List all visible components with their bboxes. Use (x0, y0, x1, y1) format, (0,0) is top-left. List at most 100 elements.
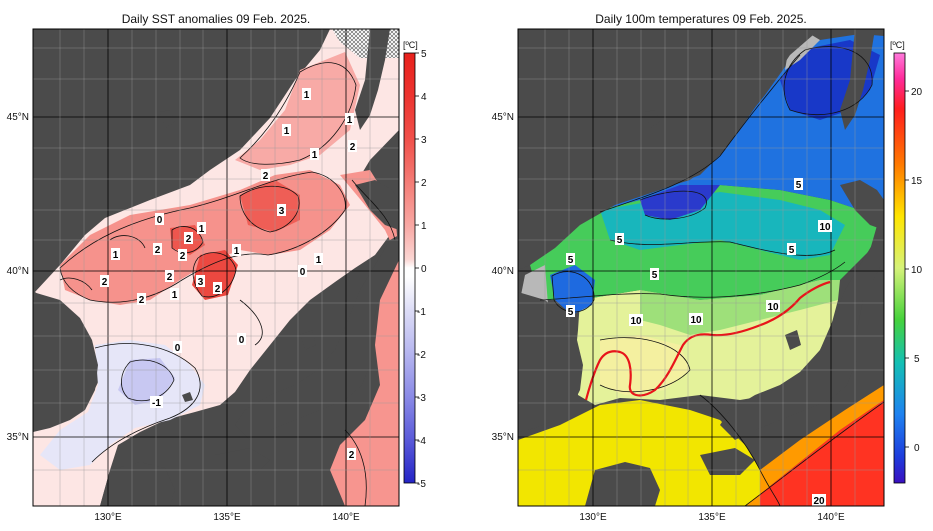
svg-text:2: 2 (180, 251, 186, 262)
right-colorbar: [ºC] 20 15 10 5 0 (890, 40, 923, 484)
right-land-island-nw (645, 110, 660, 128)
contour-label: 1 (345, 113, 354, 126)
right-xtick-140: 140°E (817, 512, 845, 523)
left-xtick-140: 140°E (332, 512, 360, 523)
svg-text:10: 10 (690, 315, 702, 326)
right-colorbar-unit: [ºC] (890, 40, 905, 50)
svg-text:0: 0 (157, 215, 163, 226)
svg-text:1: 1 (316, 255, 322, 266)
svg-text:2: 2 (350, 142, 356, 153)
right-kuroshio-orange (745, 385, 884, 506)
contour-label: 2 (261, 169, 270, 182)
colorbar-tick: 15 (911, 176, 923, 187)
right-graticule (518, 29, 884, 506)
left-xtick-135: 135°E (213, 512, 241, 523)
right-land-hokkaido-tip (840, 180, 884, 230)
colorbar-tick: -1 (417, 307, 426, 318)
colorbar-tick: -4 (417, 436, 426, 447)
left-land-island-nw (160, 110, 175, 128)
colorbar-tick: 0 (421, 264, 427, 275)
colorbar-tick: -5 (417, 479, 426, 490)
right-ytick-40: 40°N (492, 266, 514, 277)
svg-text:2: 2 (102, 277, 108, 288)
left-colorbar-unit: [ºC] (403, 40, 418, 50)
svg-text:5: 5 (617, 235, 623, 246)
left-cool-core (118, 358, 175, 405)
svg-text:2: 2 (167, 272, 173, 283)
left-land-hokkaido-tip (355, 180, 399, 230)
right-land-sado (785, 330, 801, 350)
colorbar-tick: 2 (421, 178, 427, 189)
contour-label: 20 (812, 494, 826, 507)
contour-label: 1 (302, 88, 311, 101)
left-ytick-45: 45°N (7, 112, 29, 123)
colorbar-tick: 1 (421, 221, 427, 232)
contour-label: 2 (178, 249, 187, 262)
svg-text:1: 1 (304, 90, 310, 101)
svg-text:10: 10 (630, 316, 642, 327)
contour-label: 0 (298, 265, 307, 278)
left-land-japan-honshu (235, 235, 399, 440)
right-map-frame (517, 28, 885, 507)
right-contour-labels: 5 5 5 5 5 5 10 10 10 10 20 (566, 178, 832, 507)
right-ytick-35: 35°N (492, 432, 514, 443)
left-warm-east-coast (330, 170, 399, 506)
right-panel: Daily 100m temperatures 09 Feb. 2025. (492, 12, 923, 523)
contour-label: 1 (197, 222, 206, 235)
right-land-sakhalin (840, 29, 875, 130)
contour-label: 2 (347, 448, 356, 461)
left-graticule (33, 29, 399, 506)
colorbar-tick: 20 (911, 87, 923, 98)
right-land-kyushu (585, 462, 660, 506)
colorbar-tick: -3 (417, 393, 426, 404)
left-fine-grid (33, 29, 399, 506)
contour-label: 10 (629, 314, 643, 327)
right-panel-title: Daily 100m temperatures 09 Feb. 2025. (595, 12, 806, 26)
svg-text:5: 5 (568, 255, 574, 266)
contour-label: 5 (650, 268, 659, 281)
svg-text:1: 1 (312, 150, 318, 161)
svg-text:0: 0 (239, 335, 245, 346)
svg-text:0: 0 (300, 267, 306, 278)
contour-label: -1 (150, 396, 163, 409)
contour-label: 3 (196, 275, 205, 288)
contour-label: 5 (566, 253, 575, 266)
left-warm-core-1 (240, 180, 300, 232)
svg-text:10: 10 (819, 222, 831, 233)
svg-text:10: 10 (767, 302, 779, 313)
left-land-oki (182, 392, 193, 402)
colorbar-tick: 4 (421, 92, 427, 103)
colorbar-tick: 10 (911, 265, 923, 276)
svg-text:5: 5 (652, 270, 658, 281)
svg-text:20: 20 (813, 496, 825, 507)
contour-label: 10 (766, 300, 780, 313)
svg-text:2: 2 (186, 234, 192, 245)
right-colorbar-ramp (893, 52, 906, 484)
right-yellow-pocket (600, 335, 690, 395)
right-land-shikoku (700, 448, 755, 475)
left-land-sakhalin (355, 29, 390, 130)
left-panel: Daily SST anomalies 09 Feb. 2025. (7, 12, 427, 523)
colorbar-tick: -2 (417, 350, 426, 361)
colorbar-tick: 3 (421, 135, 427, 146)
contour-label: 1 (282, 124, 291, 137)
contour-label: 5 (794, 178, 803, 191)
contour-label: 0 (155, 213, 164, 226)
contour-label: 1 (232, 244, 241, 257)
contour-label: 3 (277, 204, 286, 217)
left-land-sado (300, 330, 316, 350)
left-panel-title: Daily SST anomalies 09 Feb. 2025. (122, 12, 311, 26)
svg-text:5: 5 (796, 180, 802, 191)
svg-text:2: 2 (349, 450, 355, 461)
svg-text:1: 1 (172, 290, 178, 301)
contour-label: 5 (787, 243, 796, 256)
right-land-korea (518, 292, 583, 432)
contour-label: 2 (184, 232, 193, 245)
contour-label: 1 (314, 253, 323, 266)
svg-text:2: 2 (215, 284, 221, 295)
colorbar-tick: 5 (421, 49, 427, 60)
svg-text:1: 1 (284, 126, 290, 137)
contour-label: 0 (173, 341, 182, 354)
right-ytick-45: 45°N (492, 112, 514, 123)
